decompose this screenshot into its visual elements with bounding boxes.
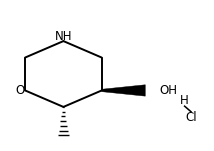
Text: O: O [15, 84, 24, 97]
Polygon shape [102, 85, 145, 96]
Text: OH: OH [159, 84, 177, 97]
Text: NH: NH [55, 30, 72, 43]
Text: Cl: Cl [185, 111, 197, 124]
Text: H: H [180, 94, 189, 107]
